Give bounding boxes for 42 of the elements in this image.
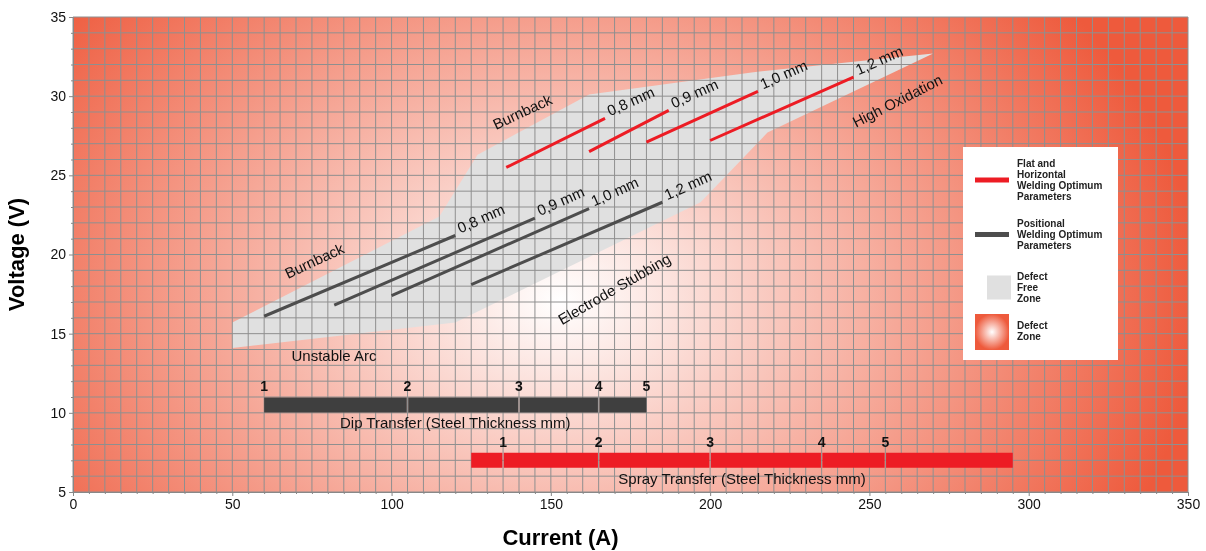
x-tick-label: 250 bbox=[858, 495, 882, 512]
y-tick-label: 20 bbox=[50, 246, 67, 263]
annotation: 4 bbox=[817, 433, 826, 450]
annotation: 1,0 mm bbox=[588, 173, 641, 210]
annotation: 1 bbox=[499, 433, 508, 450]
y-tick-label: 5 bbox=[58, 483, 67, 500]
x-axis-title: Current (A) bbox=[502, 525, 619, 550]
x-tick-label: 0 bbox=[69, 495, 78, 512]
annotation: Unstable Arc bbox=[291, 346, 378, 364]
annotation: 0,9 mm bbox=[534, 182, 587, 219]
y-axis-title: Voltage (V) bbox=[4, 197, 29, 312]
legend-label: Positional Welding Optimum Parameters bbox=[1017, 218, 1103, 251]
legend-label: Flat and Horizontal Welding Optimum Parameters bbox=[1017, 158, 1103, 202]
annotation: 1,0 mm bbox=[757, 56, 810, 93]
y-tick-label: 10 bbox=[50, 404, 67, 421]
y-tick-label: 35 bbox=[50, 8, 67, 25]
annotation: 0,8 mm bbox=[454, 200, 508, 237]
annotation: 5 bbox=[642, 378, 651, 395]
annotation: 4 bbox=[594, 378, 603, 395]
annotation: 2 bbox=[403, 378, 412, 395]
series-label: Spray Transfer (Steel Thickness mm) bbox=[618, 469, 866, 487]
annotation: 3 bbox=[706, 433, 715, 450]
x-tick-label: 100 bbox=[380, 495, 404, 512]
annotation: 1,2 mm bbox=[852, 42, 906, 78]
y-tick-label: 30 bbox=[50, 88, 67, 105]
annotation: 5 bbox=[881, 433, 890, 450]
series-label: Dip Transfer (Steel Thickness mm) bbox=[339, 414, 571, 432]
x-tick-label: 350 bbox=[1176, 495, 1201, 512]
x-tick-label: 50 bbox=[225, 495, 241, 512]
band-label: Defect Zone bbox=[1017, 320, 1049, 342]
annotation: 1,2 mm bbox=[661, 167, 715, 203]
annotation: 3 bbox=[515, 378, 524, 395]
annotation: 0,9 mm bbox=[668, 75, 721, 112]
y-tick-label: 15 bbox=[50, 325, 67, 342]
legend-label: Defect Free Zone bbox=[1017, 271, 1049, 304]
y-tick-label: 25 bbox=[50, 167, 67, 184]
x-tick-label: 300 bbox=[1017, 495, 1042, 512]
x-tick-label: 150 bbox=[539, 495, 564, 512]
annotation: 0,8 mm bbox=[604, 83, 657, 120]
x-tick-label: 200 bbox=[698, 495, 723, 512]
annotation: 2 bbox=[594, 433, 603, 450]
annotation: 1 bbox=[260, 378, 269, 395]
